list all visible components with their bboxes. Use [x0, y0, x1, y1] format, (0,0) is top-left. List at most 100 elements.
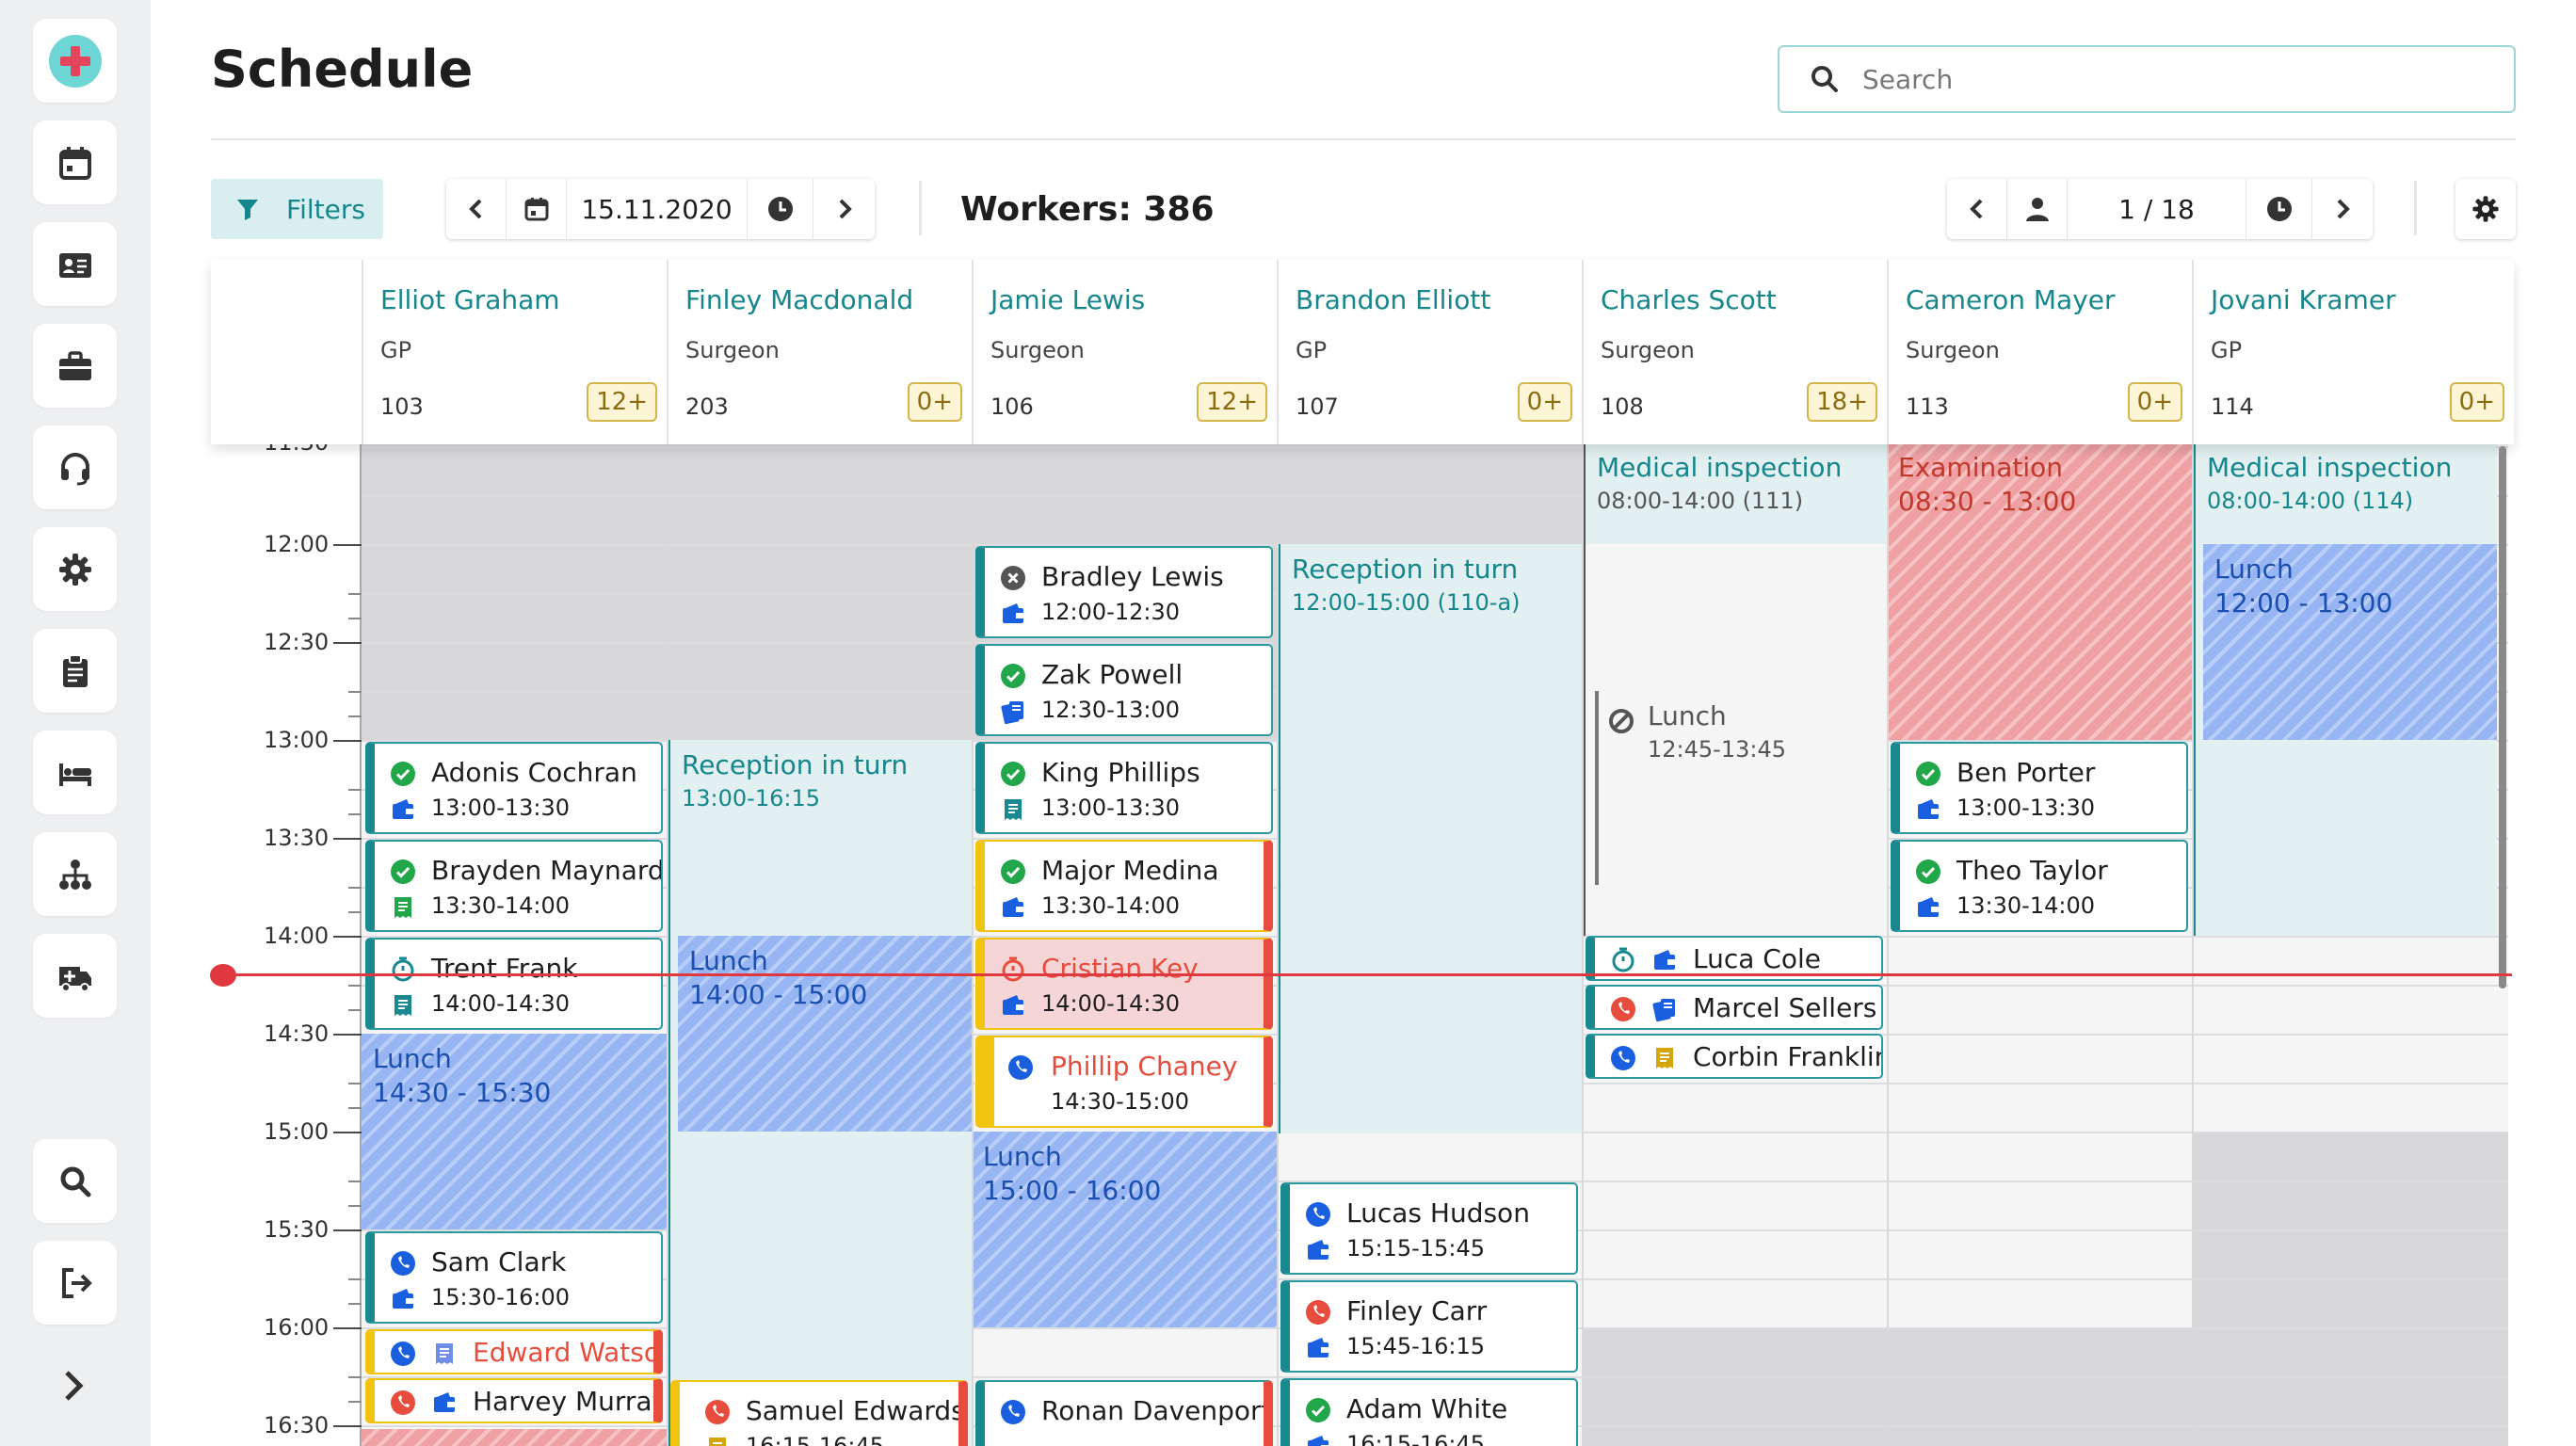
examination-block[interactable]: Examination 08:30 - 13:00 — [1887, 442, 2192, 740]
worker-name[interactable]: Cameron Mayer — [1906, 284, 2116, 315]
worker-header[interactable]: Jamie Lewis Surgeon 106 12+ — [972, 260, 1277, 444]
block-title: Reception in turn — [1292, 554, 1519, 585]
time-button[interactable] — [2246, 179, 2312, 239]
lunch-block[interactable]: Lunch 14:30 - 15:30 — [362, 1034, 667, 1229]
scrollbar[interactable] — [2499, 446, 2506, 988]
worker-name[interactable]: Finley Macdonald — [685, 284, 914, 315]
ambulance-icon[interactable] — [33, 934, 117, 1018]
receipt-icon — [704, 1435, 731, 1446]
add-icon[interactable] — [33, 19, 117, 103]
appointment-card[interactable]: Adonis Cochran 13:00-13:30 — [365, 742, 663, 834]
worker-name[interactable]: Jamie Lewis — [990, 284, 1146, 315]
lunch-block[interactable]: Lunch 15:00 - 16:00 — [972, 1132, 1277, 1327]
appointment-card[interactable]: Corbin Franklin — [1586, 1034, 1883, 1079]
appointment-card[interactable]: Harvey Murray — [365, 1378, 663, 1423]
block-title: Reception in turn — [682, 749, 909, 780]
worker-role: GP — [1296, 337, 1328, 363]
appointment-card[interactable]: Adam White 16:15-16:45 — [1280, 1378, 1578, 1446]
appointment-card[interactable]: Brayden Maynard 13:30-14:00 — [365, 840, 663, 932]
time-label: 13:00 — [264, 727, 330, 753]
confirmed-icon — [1915, 761, 1941, 787]
appointment-card[interactable]: Bradley Lewis 12:00-12:30 — [975, 546, 1273, 638]
gear-icon[interactable] — [33, 527, 117, 611]
appointment-time: 13:30-14:00 — [1956, 892, 2095, 919]
bed-icon[interactable] — [33, 731, 117, 814]
appointment-time: 12:00-12:30 — [1041, 599, 1180, 625]
block-title: Medical inspection — [2207, 452, 2453, 483]
worker-name[interactable]: Charles Scott — [1601, 284, 1777, 315]
worker-room: 106 — [990, 394, 1034, 420]
lunch-block[interactable]: Lunch 12:00 - 13:00 — [2203, 544, 2497, 740]
next-date-button[interactable] — [813, 179, 875, 239]
person-icon — [2025, 198, 2049, 221]
lunch-block[interactable]: Lunch 14:00 - 15:00 — [678, 936, 972, 1132]
appointment-card[interactable]: Trent Frank 14:00-14:30 — [365, 938, 663, 1030]
appointment-card[interactable]: Zak Powell 12:30-13:00 — [975, 644, 1273, 736]
appointment-card[interactable]: Edward Watson — [365, 1329, 663, 1374]
headset-icon[interactable] — [33, 426, 117, 509]
time-button[interactable] — [748, 179, 813, 239]
search-input[interactable] — [1862, 63, 2427, 95]
search-field[interactable] — [1778, 45, 2516, 113]
org-chart-icon[interactable] — [33, 832, 117, 916]
appointment-card[interactable]: Phillip Chaney 14:30-15:00 — [975, 1036, 1273, 1128]
inspection-block[interactable]: Medical inspection 08:00-14:00 (111) — [1582, 442, 1887, 936]
worker-role: Surgeon — [1906, 337, 2000, 363]
prev-page-button[interactable] — [1947, 179, 2007, 239]
appointment-card[interactable]: Marcel Sellers — [1586, 985, 1883, 1030]
worker-name[interactable]: Jovani Kramer — [2211, 284, 2396, 315]
appointment-card[interactable]: Finley Carr 15:45-16:15 — [1280, 1280, 1578, 1373]
block-title: Lunch — [1648, 700, 1727, 731]
worker-name[interactable]: Brandon Elliott — [1296, 284, 1491, 315]
clipboard-icon[interactable] — [33, 629, 117, 713]
block-time: 08:30 - 13:00 — [1898, 486, 2077, 517]
worker-name[interactable]: Elliot Graham — [380, 284, 560, 315]
wallet-icon — [1651, 947, 1678, 973]
settings-button[interactable] — [2455, 179, 2516, 239]
confirmed-icon — [1915, 859, 1941, 885]
reception-block[interactable]: Reception in turn 12:00-15:00 (110-a) — [1277, 544, 1582, 1133]
patient-name: King Phillips — [1041, 757, 1200, 788]
worker-header[interactable]: Cameron Mayer Surgeon 113 0+ — [1887, 260, 2192, 444]
appointment-card[interactable]: Ronan Davenport — [975, 1380, 1273, 1446]
date-value[interactable]: 15.11.2020 — [581, 193, 733, 225]
appointment-card[interactable]: Samuel Edwards 16:15-16:45 — [670, 1380, 968, 1446]
appointment-card[interactable]: Major Medina 13:30-14:00 — [975, 840, 1273, 932]
briefcase-icon[interactable] — [33, 324, 117, 408]
logout-icon[interactable] — [33, 1241, 117, 1325]
worker-header[interactable]: Jovani Kramer GP 114 0+ — [2192, 260, 2514, 444]
appointment-card[interactable]: Lucas Hudson 15:15-15:45 — [1280, 1182, 1578, 1275]
unavailable-block — [1582, 1327, 2497, 1446]
appointment-time: 13:00-13:30 — [1956, 795, 2095, 821]
appointment-card[interactable]: Cristian Key 14:00-14:30 — [975, 938, 1273, 1030]
calendar-icon[interactable] — [33, 120, 117, 204]
appointment-card[interactable]: Sam Clark 15:30-16:00 — [365, 1231, 663, 1324]
timer-icon — [1610, 947, 1636, 973]
chevron-right-icon[interactable] — [52, 1363, 97, 1408]
worker-header[interactable]: Brandon Elliott GP 107 0+ — [1277, 260, 1582, 444]
appointment-card[interactable]: King Phillips 13:00-13:30 — [975, 742, 1273, 834]
patient-name: Corbin Franklin — [1693, 1041, 1883, 1072]
time-label: 12:30 — [264, 629, 330, 655]
prev-date-button[interactable] — [446, 179, 507, 239]
calendar-button[interactable] — [507, 179, 567, 239]
worker-header[interactable]: Finley Macdonald Surgeon 203 0+ — [667, 260, 972, 444]
appointment-time: 15:15-15:45 — [1346, 1235, 1485, 1261]
worker-header[interactable]: Elliot Graham GP 103 12+ — [362, 260, 667, 444]
worker-header[interactable]: Charles Scott Surgeon 108 18+ — [1582, 260, 1887, 444]
id-card-icon[interactable] — [33, 222, 117, 306]
appointment-time: 13:00-13:30 — [1041, 795, 1180, 821]
phone-icon — [1305, 1201, 1331, 1228]
next-page-button[interactable] — [2312, 179, 2373, 239]
person-button[interactable] — [2007, 179, 2068, 239]
search-icon[interactable] — [33, 1139, 117, 1223]
lunch-block[interactable]: Lunch 12:45-13:45 — [1595, 691, 1885, 885]
filters-button[interactable]: Filters — [211, 179, 383, 239]
cards-icon — [1651, 996, 1678, 1022]
block-time: 12:00 - 13:00 — [2214, 587, 2393, 619]
patients-badge: 12+ — [1197, 382, 1267, 422]
patient-name: Brayden Maynard — [431, 855, 663, 886]
appointment-card[interactable]: Ben Porter 13:00-13:30 — [1891, 742, 2188, 834]
appointment-card[interactable]: Theo Taylor 13:30-14:00 — [1891, 840, 2188, 932]
wallet-icon — [390, 1286, 416, 1312]
